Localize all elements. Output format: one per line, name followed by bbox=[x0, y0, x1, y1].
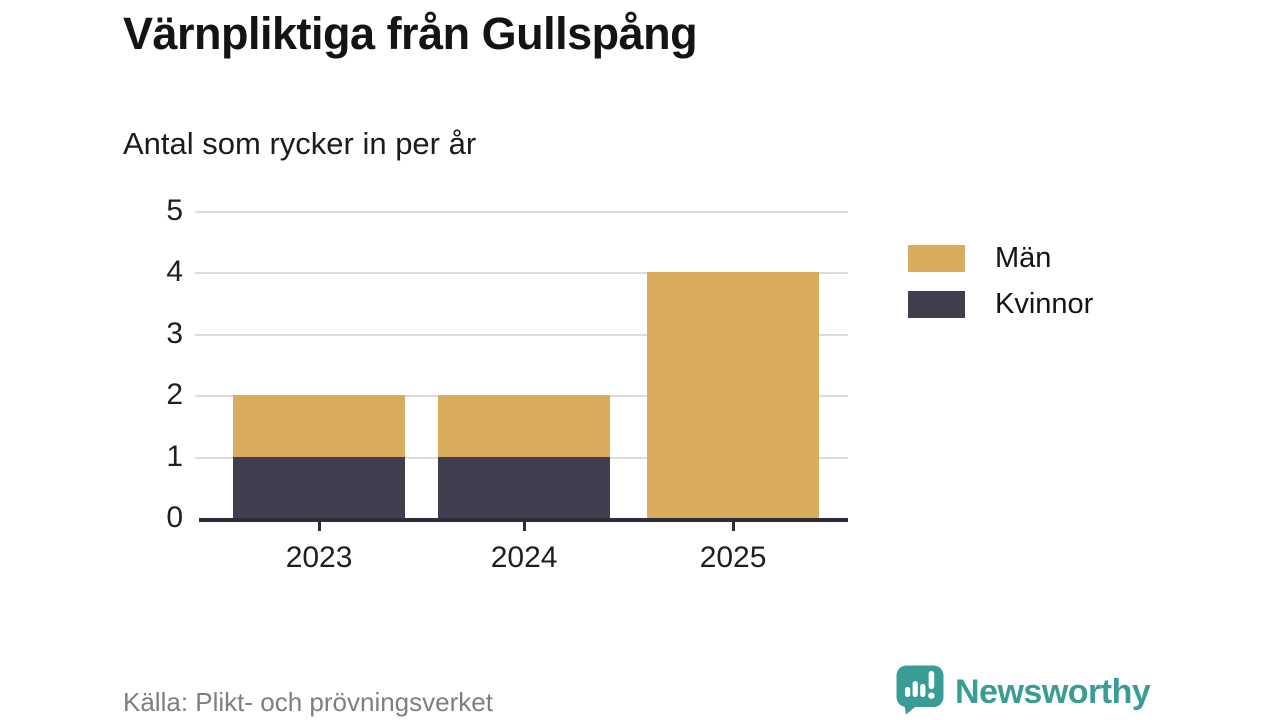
y-axis-tick-label: 4 bbox=[166, 255, 183, 289]
page-title: Värnpliktiga från Gullspång bbox=[123, 8, 698, 59]
bar-2025-män bbox=[647, 272, 820, 518]
x-axis-tick-label: 2023 bbox=[285, 541, 353, 574]
gridline-3 bbox=[195, 333, 848, 336]
y-axis-tick-label: 1 bbox=[166, 439, 183, 473]
source-attribution: Källa: Plikt- och prövningsverket bbox=[123, 687, 493, 717]
legend-swatch-men bbox=[908, 245, 965, 272]
legend-item-women: Kvinnor bbox=[908, 288, 1094, 320]
chart-subtitle: Antal som rycker in per år bbox=[123, 126, 477, 161]
legend-label-men: Män bbox=[995, 242, 1052, 274]
x-axis-tick-label: 2024 bbox=[490, 541, 558, 574]
plot-area: 0 1 2 3 4 5 2023 2024 2025 bbox=[166, 196, 848, 574]
newsworthy-wordmark: Newsworthy bbox=[955, 673, 1151, 711]
x-axis-tick bbox=[522, 522, 526, 531]
newsworthy-logo[interactable]: Newsworthy bbox=[896, 665, 1151, 720]
speech-bubble-bar-chart-icon bbox=[896, 665, 944, 720]
legend-swatch-women bbox=[908, 291, 965, 318]
legend: Män Kvinnor bbox=[908, 242, 1094, 337]
x-axis-line bbox=[199, 518, 848, 522]
bar-2024-kvinnor bbox=[438, 456, 611, 518]
bar-2024-män bbox=[438, 395, 611, 457]
x-axis-tick-label: 2025 bbox=[699, 541, 767, 574]
bar-2023-män bbox=[233, 395, 406, 457]
legend-label-women: Kvinnor bbox=[995, 288, 1094, 320]
x-axis-tick bbox=[317, 522, 321, 531]
gridline-5 bbox=[195, 211, 848, 213]
gridline-4 bbox=[195, 272, 848, 275]
y-axis-tick-label: 2 bbox=[166, 378, 183, 412]
bar-2023-kvinnor bbox=[233, 456, 406, 518]
y-axis-tick-label: 3 bbox=[166, 316, 183, 350]
x-axis-tick bbox=[731, 522, 735, 531]
y-axis-tick-label: 0 bbox=[166, 501, 183, 534]
y-axis-tick-label: 5 bbox=[166, 194, 183, 227]
legend-item-men: Män bbox=[908, 242, 1093, 274]
